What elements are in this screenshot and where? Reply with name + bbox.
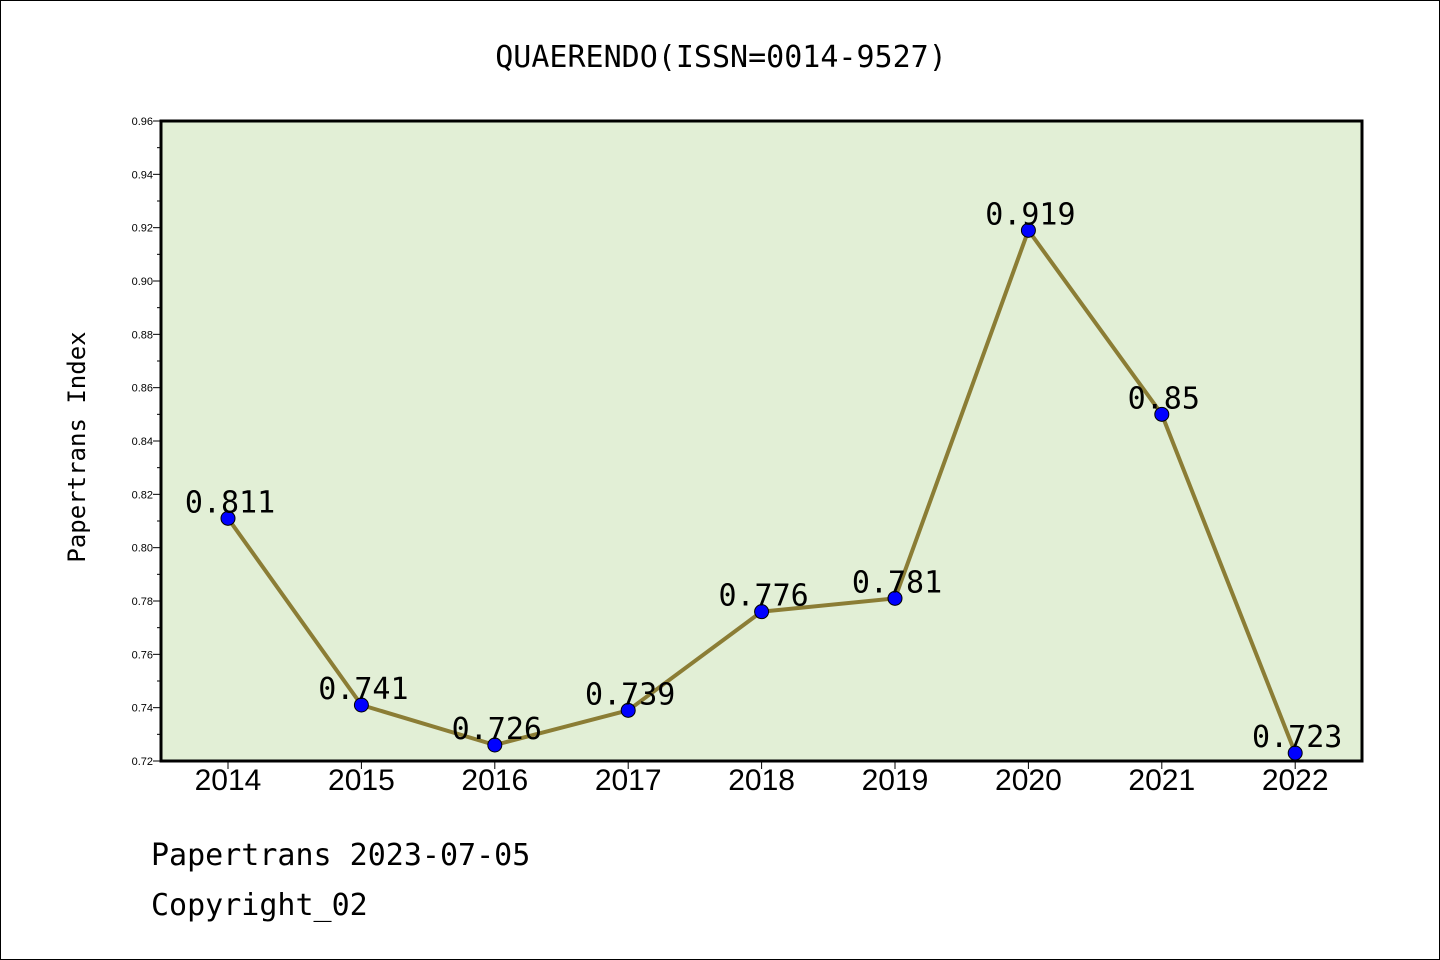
data-points (220, 222, 1303, 761)
footer-copyright: Copyright_02 (151, 888, 368, 923)
y-tick-label: 0.94 (132, 169, 153, 181)
chart-title: QUAERENDO(ISSN=0014-9527) (495, 40, 947, 75)
data-point-2017 (620, 702, 636, 718)
y-tick-label: 0.82 (132, 489, 153, 501)
data-labels: 0.811 0.741 0.726 0.739 0.776 0.781 0.919 0.85 0… (185, 197, 1343, 755)
x-tick-label: 2020 (995, 764, 1062, 797)
data-label-2022: 0.723 (1252, 720, 1342, 755)
x-tick-label: 2017 (595, 764, 662, 797)
data-point-2021 (1154, 406, 1170, 422)
x-tick-label: 2014 (195, 764, 262, 797)
y-axis-ticks: 0.72 0.74 0.76 0.78 0.80 0.82 0.84 0.86 0.88 0.90… (132, 116, 161, 768)
x-tick-label: 2015 (328, 764, 395, 797)
y-tick-label: 0.92 (132, 223, 153, 235)
y-tick-label: 0.76 (132, 649, 153, 661)
data-label-2020: 0.919 (985, 197, 1075, 232)
y-tick-label: 0.96 (132, 116, 153, 128)
y-tick-label: 0.78 (132, 596, 153, 608)
x-tick-label: 2016 (461, 764, 528, 797)
data-label-2015: 0.741 (318, 672, 408, 707)
data-point-2014 (220, 510, 236, 526)
x-tick-label: 2018 (728, 764, 795, 797)
data-label-2017: 0.739 (585, 677, 675, 712)
y-tick-label: 0.90 (132, 276, 153, 288)
data-point-2016 (487, 737, 503, 753)
data-point-2020 (1020, 222, 1036, 238)
data-label-2019: 0.781 (852, 565, 942, 600)
data-label-2014: 0.811 (185, 485, 275, 520)
footer-date: Papertrans 2023-07-05 (151, 838, 530, 873)
x-axis-ticks: 2014 2015 2016 2017 2018 2019 2020 2021 2022 (195, 761, 1329, 797)
data-label-2016: 0.726 (452, 712, 542, 747)
y-tick-label: 0.86 (132, 383, 153, 395)
y-tick-label: 0.74 (132, 703, 153, 715)
y-axis-label: Papertrans Index (63, 331, 91, 562)
y-tick-label: 0.80 (132, 543, 153, 555)
x-tick-label: 2021 (1128, 764, 1195, 797)
data-label-2021: 0.85 (1128, 381, 1200, 416)
y-tick-label: 0.88 (132, 329, 153, 341)
x-tick-label: 2022 (1262, 764, 1329, 797)
data-label-2018: 0.776 (718, 579, 808, 614)
y-tick-label: 0.72 (132, 756, 153, 768)
data-point-2019 (887, 590, 903, 606)
plot-border (159, 119, 1364, 763)
data-point-2015 (353, 697, 369, 713)
data-point-2018 (754, 604, 770, 620)
x-tick-label: 2019 (862, 764, 929, 797)
y-tick-label: 0.84 (132, 436, 153, 448)
plot-area (161, 121, 1362, 761)
